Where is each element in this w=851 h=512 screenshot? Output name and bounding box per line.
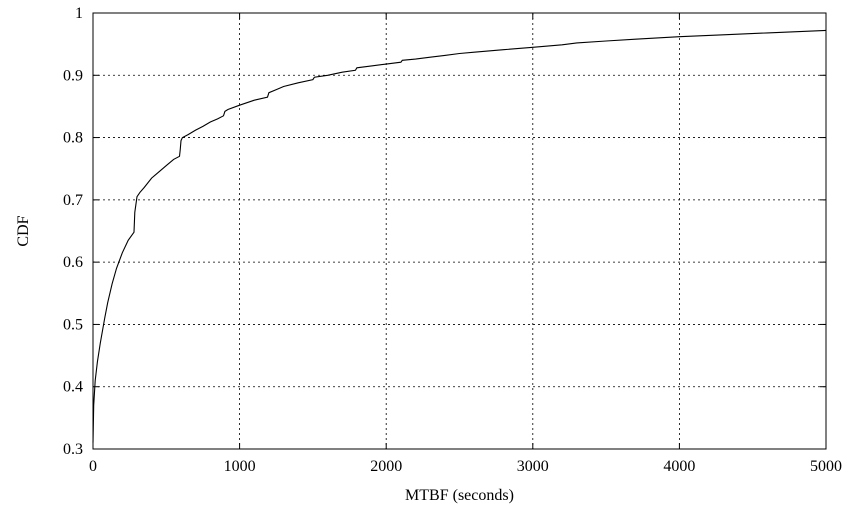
cdf-series-line (92, 29, 827, 443)
x-tick-label: 4000 (663, 458, 695, 475)
grid-layer (93, 13, 826, 449)
y-tick-label: 0.5 (63, 316, 83, 333)
y-tick-label: 1 (75, 5, 83, 22)
y-tick-label: 0.7 (63, 192, 83, 209)
x-tick-label: 3000 (517, 458, 549, 475)
y-tick-label: 0.3 (63, 441, 83, 458)
tick-label-layer: 0 1000 2000 3000 4000 5000 0.3 0.4 0.5 0.6 0.7 0.8 0… (63, 5, 842, 475)
x-tick-label: 0 (89, 458, 97, 475)
y-tick-label: 0.8 (63, 130, 83, 147)
y-axis-title: CDF (15, 215, 32, 246)
x-tick-label: 5000 (810, 458, 842, 475)
x-axis-title: MTBF (seconds) (405, 487, 514, 504)
plot-frame (92, 12, 827, 450)
x-tick-label: 1000 (224, 458, 256, 475)
x-tick-label: 2000 (370, 458, 402, 475)
y-tick-label: 0.4 (63, 379, 83, 396)
series-layer (92, 29, 827, 443)
tick-layer (92, 12, 827, 450)
y-tick-label: 0.9 (63, 67, 83, 84)
y-tick-label: 0.6 (63, 254, 83, 271)
